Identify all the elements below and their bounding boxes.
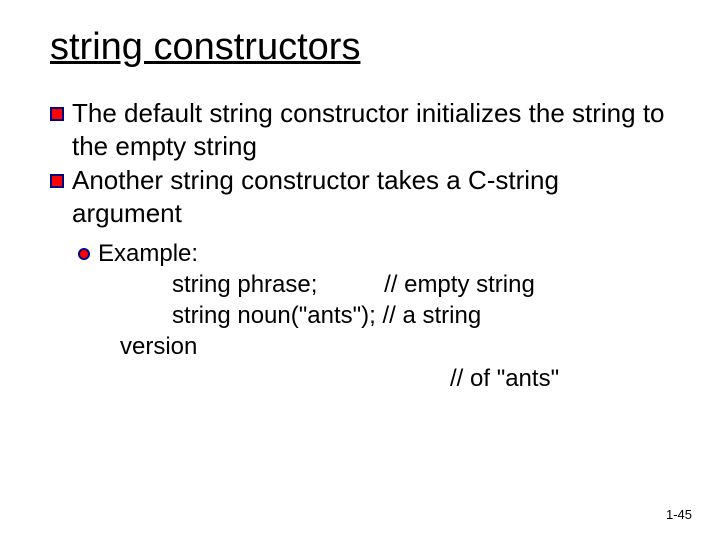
bullet-text: The default string constructor initializ… — [72, 97, 670, 162]
version-label: version — [120, 331, 670, 362]
sub-bullet-item: Example: — [78, 239, 670, 269]
bullet-list: The default string constructor initializ… — [50, 97, 670, 394]
slide-number: 1-45 — [666, 507, 692, 522]
bullet-item: Another string constructor takes a C-str… — [50, 164, 670, 229]
circle-bullet-icon — [78, 248, 90, 260]
bullet-item: The default string constructor initializ… — [50, 97, 670, 162]
example-label: Example: — [98, 239, 198, 269]
square-bullet-icon — [50, 107, 64, 121]
slide-title: string constructors — [50, 26, 670, 69]
code-line: // of "ants" — [450, 363, 670, 394]
square-bullet-icon — [50, 174, 64, 188]
code-line: string noun("ants"); // a string — [172, 300, 670, 331]
code-line: string phrase; // empty string — [172, 269, 670, 300]
slide-container: string constructors The default string c… — [0, 0, 720, 540]
bullet-text: Another string constructor takes a C-str… — [72, 164, 670, 229]
